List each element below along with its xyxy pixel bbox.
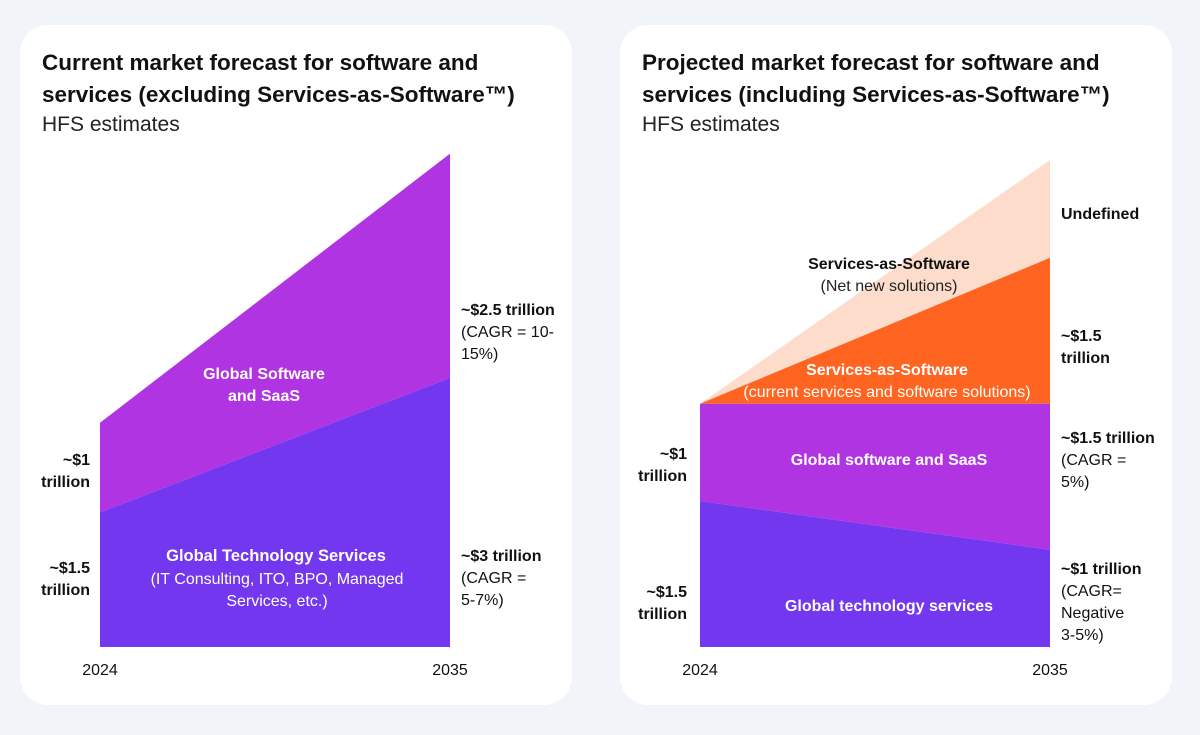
right-chart-card: Projected market forecast for software a… [620,25,1172,705]
sas-net-new-area [700,160,1050,404]
sas-current-area [700,257,1050,404]
technology-services-area-label: Global Technology Services [166,547,386,565]
right-bottom-end-value: ~$3 trillion [461,548,541,565]
right-tech-end-value: ~$1 trillion [1061,561,1141,578]
sas-net-new-sublabel: (Net new solutions) [821,278,958,295]
sas-net-new-label: Services-as-Software [808,256,970,273]
software-saas-area-label: Global software and SaaS [791,452,988,469]
x-tick-2024: 2024 [82,662,118,679]
right-chart-subtitle: HFS estimates [642,113,780,136]
left-top-start-value: ~$1 trillion [41,452,90,491]
software-saas-area-label: Global Software and SaaS [203,366,325,405]
left-chart-title: Current market forecast for software and… [42,50,515,107]
left-chart-card: Current market forecast for software and… [20,25,572,705]
left-chart-plot: Global Software and SaaS Global Technology… [41,153,555,679]
right-tech-end-cagr: (CAGR= Negative 3-5%) [1061,583,1124,644]
right-software-end-cagr: (CAGR = 5%) [1061,452,1126,491]
left-top-start-value: ~$1 trillion [638,446,687,485]
technology-services-area [700,501,1050,647]
x-tick-2035: 2035 [432,662,468,679]
left-bottom-start-value: ~$1.5 trillion [41,560,90,599]
right-sas-end-value: ~$1.5 trillion [1061,328,1110,367]
right-chart-title: Projected market forecast for software a… [642,50,1110,107]
left-bottom-start-value: ~$1.5 trillion [638,584,687,623]
sas-current-sublabel: (current services and software solutions… [743,384,1030,401]
right-top-end-value: ~$2.5 trillion [461,302,555,319]
sas-current-label: Services-as-Software [806,362,968,379]
x-tick-2024: 2024 [682,662,718,679]
left-chart-subtitle: HFS estimates [42,113,180,136]
software-saas-area [100,153,450,513]
right-chart-plot: Services-as-Software (Net new solutions) S… [638,160,1155,679]
right-software-end-value: ~$1.5 trillion [1061,430,1155,447]
right-top-end-cagr: (CAGR = 10-15%) [461,324,554,363]
software-saas-area [700,403,1050,550]
right-bottom-end-cagr: (CAGR = 5-7%) [461,570,526,609]
technology-services-area-label: Global technology services [785,598,993,615]
technology-services-area-sublabel: (IT Consulting, ITO, BPO, Managed Service… [151,571,404,610]
x-tick-2035: 2035 [1032,662,1068,679]
technology-services-area [100,377,450,647]
right-undefined-label: Undefined [1061,206,1139,223]
